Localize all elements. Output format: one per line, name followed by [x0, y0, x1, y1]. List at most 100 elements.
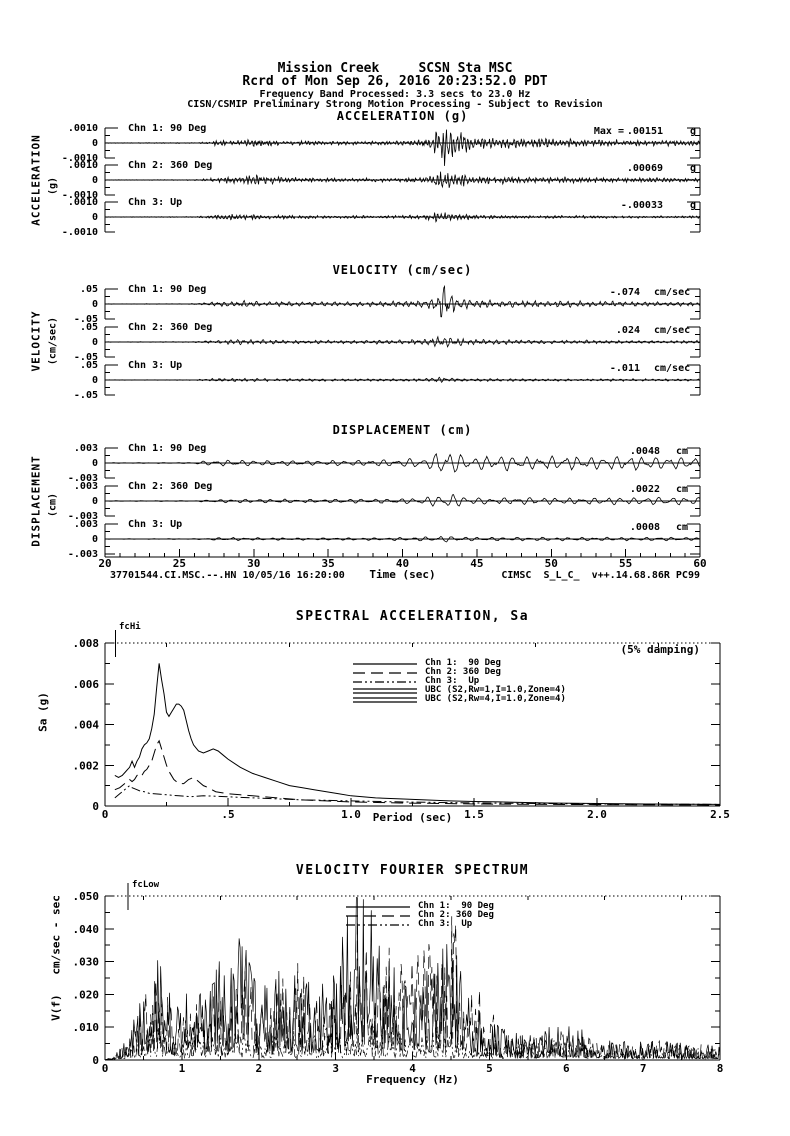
max-value: -.00033	[621, 200, 663, 211]
y-tick-label: .003	[74, 443, 98, 454]
sa-y-axis-label: Sa (g)	[36, 692, 50, 732]
legend-label: UBC (S2,Rw=4,I=1.0,Zone=4)	[425, 694, 566, 705]
x-tick-label: .5	[221, 808, 234, 821]
channel-label: Chn 3: Up	[128, 360, 182, 371]
y-tick-label: .05	[80, 284, 98, 295]
y-tick-label: 0	[92, 138, 98, 149]
y-tick-label: .0010	[68, 197, 98, 208]
fchi-label: fcHi	[119, 622, 141, 632]
waveform-trace	[104, 452, 701, 473]
channel-label: Chn 2: 360 Deg	[128, 160, 212, 171]
y-tick-label: 0	[92, 496, 98, 507]
channel-label: Chn 1: 90 Deg	[128, 123, 206, 134]
y-tick-label: 0	[92, 534, 98, 545]
frequency-band-note: Frequency Band Processed: 3.3 secs to 23…	[259, 89, 531, 100]
y-tick-label: 0	[92, 212, 98, 223]
x-tick-label: 0	[102, 1062, 109, 1075]
dashdot-line-icon	[346, 923, 410, 926]
waveform-trace	[104, 212, 701, 223]
fourier-curve	[104, 916, 721, 1061]
y-tick-label: .003	[74, 519, 98, 530]
legend-item-chn3: Chn 3: Up	[352, 676, 566, 686]
x-tick-label: 1	[179, 1062, 186, 1075]
x-tick-label: 3	[332, 1062, 339, 1075]
y-tick-label: 0	[92, 458, 98, 469]
y-tick-label: .020	[73, 988, 100, 1001]
waveform-trace	[104, 129, 701, 166]
velocity-side-unit: (cm/sec)	[47, 316, 59, 366]
y-tick-label: 0	[92, 800, 99, 813]
y-tick-label: -.003	[68, 549, 98, 560]
legend-label: Chn 1: 90 Deg	[418, 901, 494, 912]
x-tick-label: 1.5	[464, 808, 484, 821]
x-tick-label: 0	[102, 808, 109, 821]
x-tick-label: 7	[640, 1062, 647, 1075]
fclow-label: fcLow	[132, 880, 160, 890]
y-tick-label: 0	[92, 375, 98, 386]
y-tick-label: .0010	[68, 123, 98, 134]
fourier-y-axis-label: V(f) cm/sec - sec	[49, 895, 63, 1021]
waveform-trace	[104, 376, 701, 384]
station-title: Mission Creek SCSN Sta MSC	[277, 61, 513, 76]
max-unit: cm/sec	[654, 287, 690, 298]
record-id-footer: 37701544.CI.MSC.--.HN 10/05/16 16:20:00	[110, 570, 345, 581]
dashdot-line-icon	[353, 680, 417, 683]
channel-label: Chn 1: 90 Deg	[128, 284, 206, 295]
legend-item-chn1: Chn 1: 90 Deg	[345, 901, 494, 912]
max-value: .0022	[630, 484, 660, 495]
x-tick-label: 55	[619, 557, 632, 570]
y-tick-label: -.05	[74, 390, 98, 401]
y-tick-label: .050	[73, 890, 100, 903]
waveform-trace	[104, 171, 701, 189]
acceleration-side-label: ACCELERATION	[29, 134, 43, 226]
x-tick-label: 30	[247, 557, 260, 570]
processing-note: CISN/CSMIP Preliminary Strong Motion Pro…	[187, 99, 603, 110]
y-tick-label: .008	[73, 637, 100, 650]
max-value: .024	[616, 325, 640, 336]
longdash-line-icon	[346, 914, 410, 917]
sa-title: SPECTRAL ACCELERATION, Sa	[295, 609, 530, 624]
legend-item-chn1: Chn 1: 90 Deg	[352, 658, 566, 668]
sa-x-axis-label: Period (sec)	[372, 811, 453, 824]
record-datetime: Rcrd of Mon Sep 26, 2016 20:23:52.0 PDT	[242, 74, 548, 89]
max-unit: g	[690, 200, 696, 211]
legend-label: UBC (S2,Rw=1,I=1.0,Zone=4)	[425, 685, 566, 696]
x-tick-label: 60	[693, 557, 706, 570]
waveform-trace	[104, 284, 701, 318]
y-tick-label: 0	[92, 175, 98, 186]
max-unit: cm	[676, 484, 688, 495]
waveform-trace	[104, 535, 701, 543]
y-tick-label: -.003	[68, 473, 98, 484]
y-tick-label: .006	[73, 678, 100, 691]
longdash-line-icon	[353, 671, 417, 674]
time-axis-label: Time (sec)	[369, 568, 436, 581]
sa-curve	[114, 784, 721, 805]
legend-label: Chn 2: 360 Deg	[425, 667, 501, 678]
legend-item-chn2: Chn 2: 360 Deg	[352, 667, 566, 678]
fourier-curve	[104, 897, 721, 1061]
max-value: .00069	[627, 163, 663, 174]
x-tick-label: 6	[563, 1062, 570, 1075]
channel-label: Chn 3: Up	[128, 197, 182, 208]
y-tick-label: .040	[73, 923, 100, 936]
legend-item-chn2: Chn 2: 360 Deg	[345, 910, 494, 920]
max-value: .0008	[630, 522, 660, 533]
y-tick-label: 0	[92, 299, 98, 310]
y-tick-label: -.05	[74, 352, 98, 363]
velocity-side-label: VELOCITY	[29, 310, 43, 372]
sa-curve	[114, 739, 721, 806]
waveform-trace	[104, 335, 701, 348]
max-unit: cm/sec	[654, 363, 690, 374]
x-tick-label: 2.5	[710, 808, 730, 821]
y-tick-label: .004	[73, 719, 100, 732]
x-tick-label: 2.0	[587, 808, 607, 821]
channel-label: Chn 3: Up	[128, 519, 182, 530]
y-tick-label: .05	[80, 360, 98, 371]
legend-item-chn3: Chn 3: Up	[345, 919, 494, 929]
sa-curve	[114, 663, 721, 805]
max-unit: cm	[676, 522, 688, 533]
y-tick-label: -.0010	[62, 153, 98, 164]
channel-label: Chn 2: 360 Deg	[128, 481, 212, 492]
y-tick-label: .030	[73, 956, 100, 969]
